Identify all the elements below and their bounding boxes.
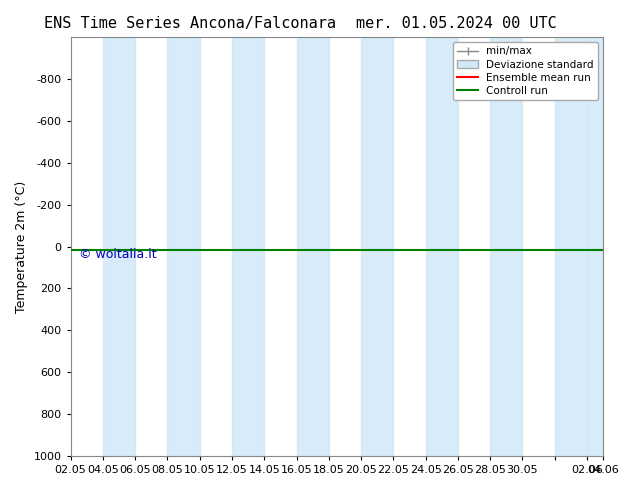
Bar	[425, 37, 458, 456]
Bar	[167, 37, 200, 456]
Bar	[555, 37, 587, 456]
Y-axis label: Temperature 2m (°C): Temperature 2m (°C)	[15, 180, 28, 313]
Text: ENS Time Series Ancona/Falconara: ENS Time Series Ancona/Falconara	[44, 16, 336, 31]
Bar	[587, 37, 619, 456]
Legend: min/max, Deviazione standard, Ensemble mean run, Controll run: min/max, Deviazione standard, Ensemble m…	[453, 42, 598, 100]
Text: mer. 01.05.2024 00 UTC: mer. 01.05.2024 00 UTC	[356, 16, 557, 31]
Text: © woitalia.it: © woitalia.it	[79, 248, 156, 261]
Bar	[103, 37, 135, 456]
Bar	[490, 37, 522, 456]
Bar	[361, 37, 393, 456]
Bar	[232, 37, 264, 456]
Bar	[297, 37, 329, 456]
